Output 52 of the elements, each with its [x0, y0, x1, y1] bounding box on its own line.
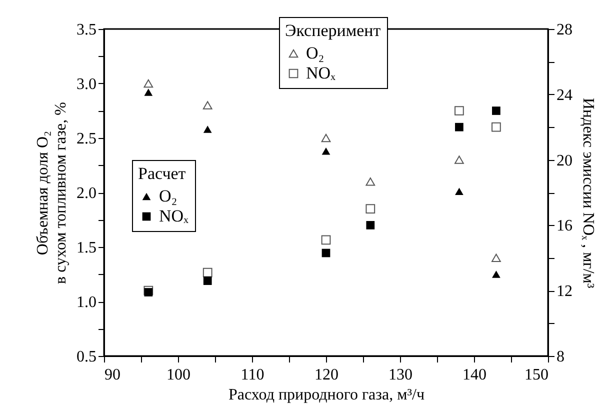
- y-tick-label: 2.0: [76, 185, 96, 202]
- y2-tick-label: 16: [556, 218, 572, 235]
- x-tick-label: 90: [104, 366, 120, 384]
- x-tick-label: 150: [524, 366, 548, 384]
- y2-tick-label: 28: [556, 22, 572, 38]
- point: [322, 147, 330, 155]
- point: [202, 268, 212, 278]
- legend-label: O₂: [306, 44, 324, 62]
- y2-tick-label: 8: [556, 348, 564, 366]
- x-tick-label: 130: [388, 366, 412, 384]
- point: [454, 156, 464, 164]
- y-tick-label: 1.5: [76, 240, 96, 256]
- x-tick-label: 120: [314, 366, 338, 384]
- point: [144, 286, 154, 296]
- y-tick-label: 3.5: [76, 22, 96, 38]
- point: [492, 122, 501, 132]
- point: [455, 188, 464, 196]
- y-tick-label: 1.0: [76, 294, 96, 311]
- text: Расчет: [138, 164, 186, 183]
- x-axis-title: Расход природного газа, м³/ч: [228, 386, 424, 404]
- point: [144, 288, 153, 296]
- y-axis-title: Объемная доля O₂ в сухом топливном газе, %: [34, 102, 70, 284]
- x-tick-label: 140: [462, 366, 486, 384]
- y2-axis-title: Индекс эмиссии NOₓ , мг/м³: [580, 98, 596, 288]
- point: [366, 177, 376, 186]
- point: [321, 134, 331, 142]
- point: [144, 79, 154, 88]
- point: [455, 122, 464, 132]
- point: [203, 126, 212, 133]
- legend-label: NOₓ: [306, 64, 336, 82]
- point: [144, 88, 153, 96]
- x-tick-label: 110: [240, 366, 264, 384]
- point: [366, 221, 375, 230]
- legend-label: O₂: [159, 186, 178, 206]
- point: [492, 254, 501, 262]
- y-tick-label: 3.0: [76, 76, 96, 93]
- point: [322, 248, 330, 258]
- y2-tick-label: 24: [556, 86, 572, 104]
- x-tick-label: 100: [166, 366, 190, 384]
- y2-tick-label: 12: [556, 283, 572, 300]
- y-tick-label: 0.5: [76, 348, 96, 366]
- point: [492, 106, 500, 115]
- point: [202, 101, 212, 110]
- point: [492, 270, 500, 278]
- legend-label: NOₓ: [159, 206, 189, 226]
- y2-tick-label: 20: [556, 152, 572, 170]
- point: [321, 235, 331, 245]
- y-tick-label: 2.5: [76, 130, 96, 148]
- point: [203, 276, 212, 285]
- text: Эксперимент: [285, 21, 381, 40]
- point: [454, 106, 464, 116]
- point: [366, 204, 376, 214]
